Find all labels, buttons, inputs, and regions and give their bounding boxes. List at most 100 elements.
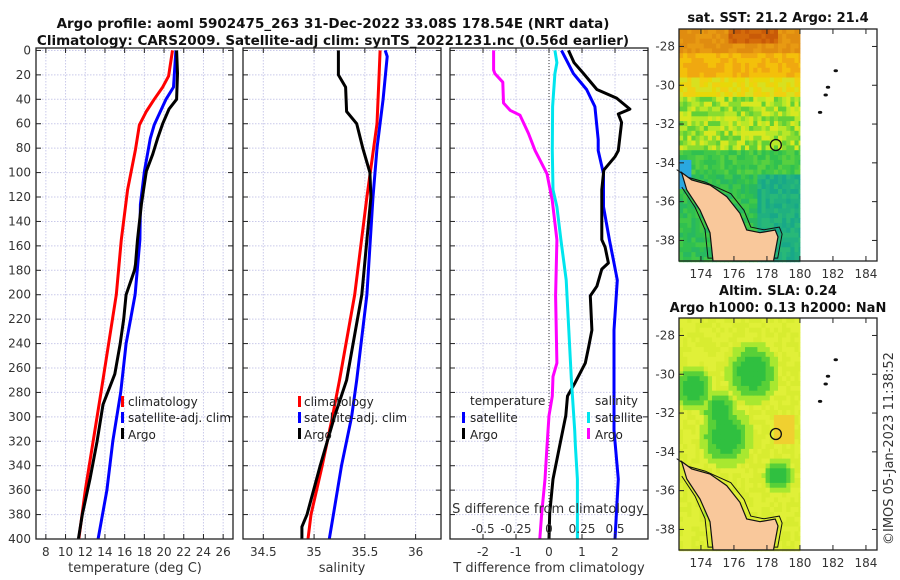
- sst-cell: [691, 164, 696, 171]
- sst-cell: [778, 208, 783, 214]
- sst-cell: [687, 218, 692, 224]
- sla-cell: [761, 318, 767, 324]
- land-new-zealand: [680, 459, 779, 551]
- sst-cell: [716, 48, 721, 54]
- sst-cell: [712, 101, 717, 107]
- sst-cell: [782, 53, 787, 59]
- sst-cell: [782, 72, 787, 78]
- sla-cell: [753, 366, 758, 372]
- sla-cell: [786, 405, 791, 411]
- sst-cell: [728, 159, 734, 166]
- sla-cell: [749, 342, 754, 348]
- sst-cell: [761, 67, 767, 74]
- sst-cell: [691, 87, 696, 93]
- legend-header-salinity: salinity: [595, 394, 638, 408]
- sst-cell: [773, 116, 779, 122]
- sst-cell: [679, 223, 684, 229]
- sla-cell: [707, 405, 713, 411]
- sst-cell: [745, 43, 750, 49]
- sla-cell: [765, 492, 771, 498]
- sla-cell: [778, 381, 783, 387]
- sst-cell: [683, 193, 688, 200]
- sla-cell: [778, 395, 783, 401]
- sst-cell: [745, 145, 750, 151]
- sla-cell: [695, 502, 701, 508]
- sla-cell: [753, 332, 758, 338]
- sst-cell: [765, 145, 771, 151]
- sla-cell: [773, 512, 779, 518]
- sla-cell: [773, 376, 779, 382]
- sst-cell: [707, 252, 713, 258]
- sst-cell: [712, 126, 717, 132]
- sla-cell: [794, 487, 800, 493]
- sla-cell: [679, 356, 684, 363]
- sst-cell: [794, 218, 800, 224]
- sst-cell: [798, 213, 801, 219]
- sst-cell: [736, 116, 742, 122]
- sla-cell: [720, 434, 725, 440]
- sst-cell: [740, 169, 746, 175]
- sst-cell: [786, 150, 791, 156]
- sst-cell: [745, 101, 750, 107]
- sla-cell: [757, 395, 762, 401]
- sst-cell: [790, 87, 795, 93]
- sst-cell: [728, 29, 734, 35]
- sst-cell: [753, 82, 758, 88]
- island-icon: [823, 93, 828, 97]
- sla-cell: [683, 531, 688, 537]
- sst-cell: [782, 203, 787, 209]
- sst-cell: [790, 29, 795, 35]
- sst-cell: [761, 87, 767, 93]
- sla-cell: [683, 400, 688, 406]
- sst-cell: [790, 48, 795, 54]
- sla-cell: [769, 434, 775, 440]
- sst-cell: [716, 130, 721, 137]
- sst-cell: [724, 169, 729, 175]
- sla-cell: [798, 361, 801, 367]
- sla-cell: [786, 361, 791, 367]
- sst-cell: [745, 159, 750, 166]
- sla-cell: [745, 502, 750, 508]
- sla-cell: [798, 429, 801, 435]
- island-icon: [817, 110, 823, 114]
- sst-cell: [707, 62, 713, 69]
- sla-cell: [683, 448, 688, 455]
- sla-cell: [790, 327, 795, 333]
- sst-cell: [740, 213, 746, 219]
- sla-cell: [728, 482, 734, 489]
- sla-cell: [778, 385, 783, 392]
- sst-cell: [707, 72, 713, 78]
- sst-cell: [695, 252, 701, 258]
- sst-cell: [703, 67, 709, 74]
- sst-cell: [794, 48, 800, 54]
- sst-cell: [728, 106, 734, 112]
- sst-cell: [749, 174, 754, 180]
- sla-cell: [765, 439, 771, 445]
- sst-cell: [695, 33, 701, 40]
- sla-cell: [749, 512, 754, 518]
- sst-cell: [740, 72, 746, 78]
- sla-cell: [769, 376, 775, 382]
- sla-cell: [687, 366, 692, 372]
- sla-cell: [765, 385, 771, 392]
- sst-cell: [712, 43, 717, 49]
- sst-cell: [790, 38, 795, 44]
- sst-cell: [773, 121, 779, 127]
- sla-cell: [786, 541, 791, 547]
- sla-cell: [740, 478, 746, 484]
- sla-cell: [782, 327, 787, 333]
- sla-cell: [757, 516, 762, 523]
- sla-cell: [740, 356, 746, 363]
- sst-cell: [716, 121, 721, 127]
- sla-cell: [786, 400, 791, 406]
- sla-cell: [786, 356, 791, 363]
- sla-cell: [712, 448, 717, 455]
- sla-cell: [703, 541, 709, 547]
- sst-cell: [699, 159, 705, 166]
- sst-cell: [769, 164, 775, 171]
- sla-cell: [749, 453, 754, 460]
- legend-label-s-satellite: satellite: [595, 411, 643, 425]
- sst-cell: [794, 106, 800, 112]
- sla-cell: [699, 512, 705, 518]
- sla-cell: [782, 337, 787, 343]
